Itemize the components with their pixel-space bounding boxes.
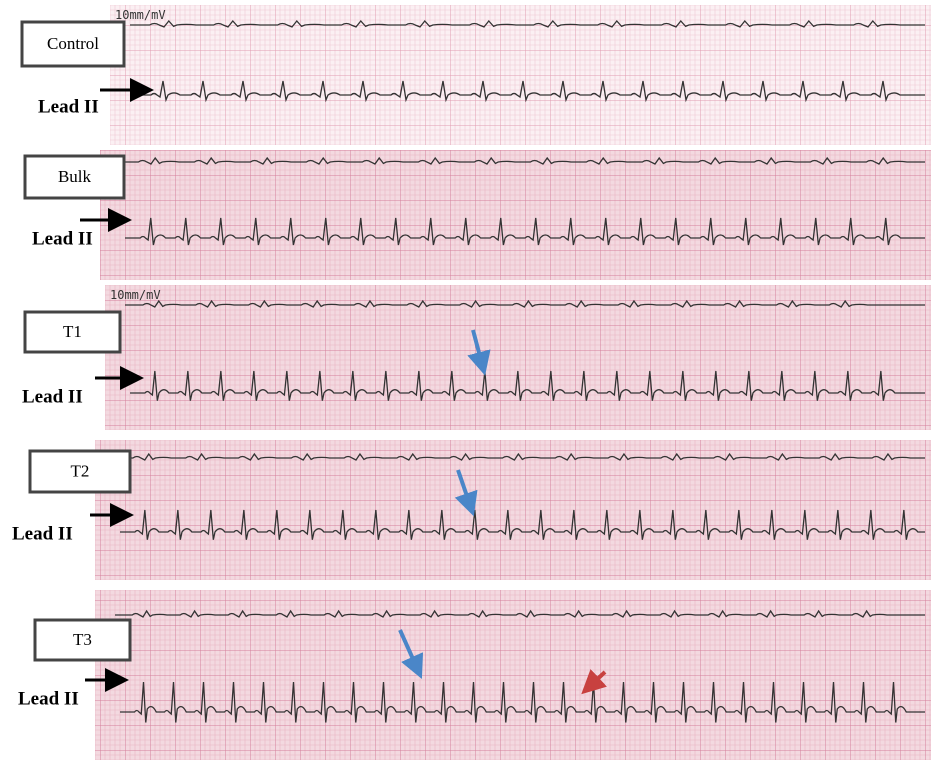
- panel-label: T2: [71, 461, 90, 480]
- lead-label: Lead II: [38, 96, 99, 117]
- ecg-strip: [105, 285, 931, 430]
- lead-label: Lead II: [32, 228, 93, 249]
- ecg-panel: 10mm/mV Control Lead II: [22, 5, 931, 145]
- ecg-panel: 10mm/mV T1 Lead II: [22, 285, 931, 430]
- panel-label: T3: [73, 630, 92, 649]
- scale-label: 10mm/mV: [110, 288, 161, 302]
- ecg-strip: [95, 440, 931, 580]
- ecg-panel: Bulk Lead II: [25, 150, 931, 280]
- ecg-panel: T2 Lead II: [12, 440, 931, 580]
- lead-label: Lead II: [18, 688, 79, 709]
- scale-label: 10mm/mV: [115, 8, 166, 22]
- panel-label: Control: [47, 34, 99, 53]
- panel-label: Bulk: [58, 167, 92, 186]
- figure: 10mm/mV Control Lead II Bulk Lead II 10mm/mV T…: [0, 0, 931, 760]
- lead-label: Lead II: [22, 386, 83, 407]
- ecg-strip: [110, 5, 931, 145]
- ecg-strip: [100, 150, 931, 280]
- ecg-panel: T3 Lead II: [18, 590, 931, 760]
- lead-label: Lead II: [12, 523, 73, 544]
- panel-label: T1: [63, 322, 82, 341]
